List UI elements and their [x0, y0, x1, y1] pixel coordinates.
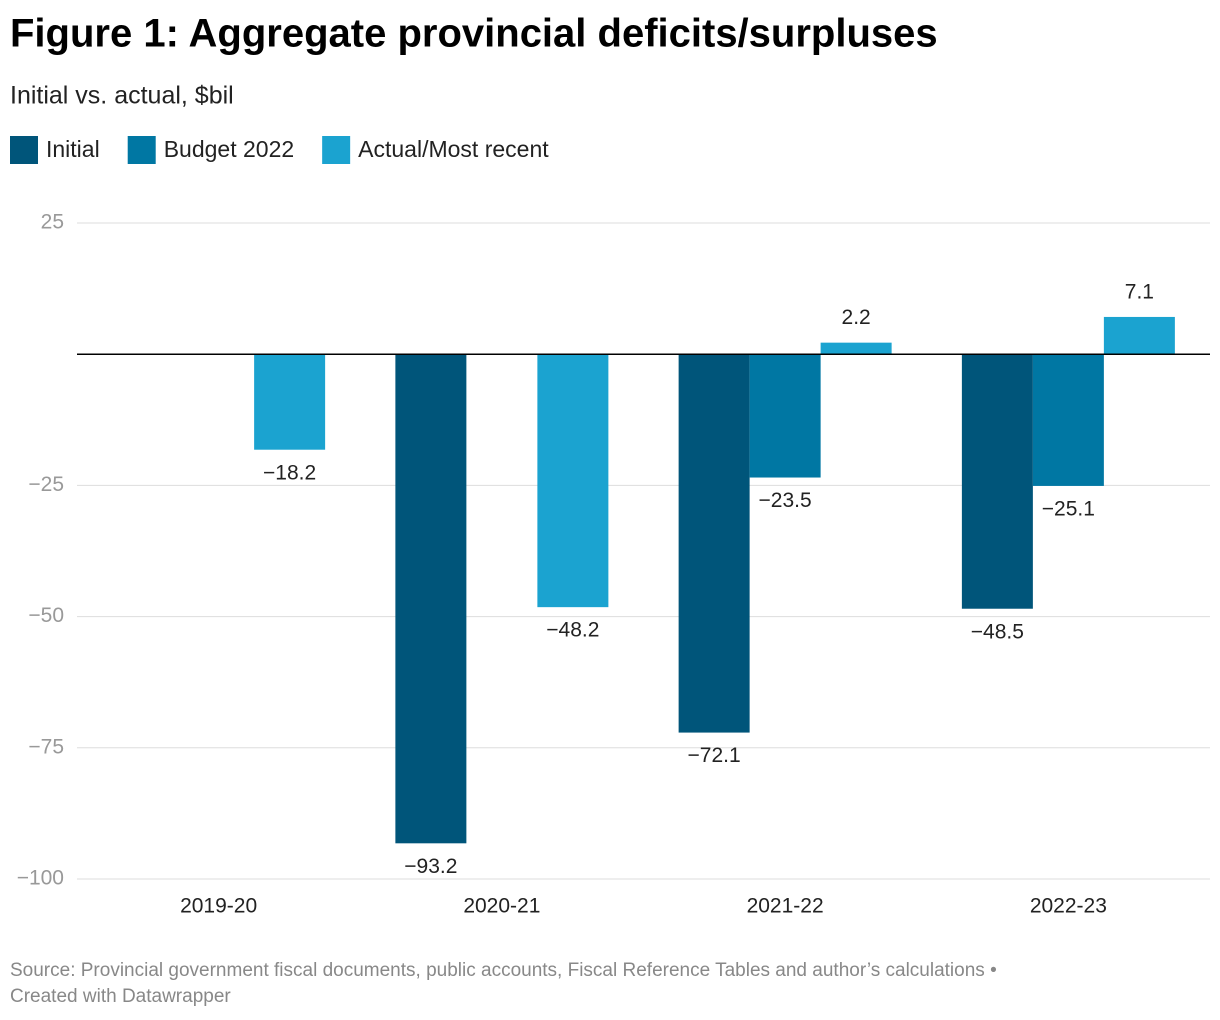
value-label: −72.1: [688, 744, 741, 767]
legend-label: Budget 2022: [164, 136, 294, 162]
value-label: −48.2: [546, 619, 599, 642]
y-tick-label: −100: [17, 867, 64, 890]
chart-subtitle: Initial vs. actual, $bil: [10, 82, 234, 110]
legend-swatch: [10, 136, 38, 164]
source-note: Source: Provincial government fiscal doc…: [10, 960, 997, 981]
y-tick-label: −75: [28, 735, 64, 758]
legend-label: Initial: [46, 136, 100, 162]
value-label: −23.5: [759, 489, 812, 512]
y-tick-label: −50: [28, 604, 64, 627]
x-tick-label: 2019-20: [180, 895, 257, 918]
bar: [254, 354, 326, 450]
bar: [749, 354, 821, 478]
bar: [961, 354, 1033, 609]
bar: [537, 354, 609, 608]
bar: [678, 354, 750, 733]
legend-swatch: [127, 136, 156, 164]
value-label: 7.1: [1125, 280, 1154, 303]
y-tick-label: 25: [41, 211, 64, 234]
value-label: −48.5: [971, 620, 1024, 643]
legend-label: Actual/Most recent: [358, 136, 549, 162]
x-tick-label: 2020-21: [463, 895, 540, 918]
y-tick-label: −25: [28, 473, 64, 496]
value-label: −18.2: [263, 461, 316, 484]
bar: [1103, 316, 1175, 355]
legend-swatch: [322, 136, 351, 164]
bar: [395, 354, 467, 844]
credit-note: Created with Datawrapper: [10, 986, 231, 1007]
value-label: 2.2: [842, 306, 871, 329]
value-label: −93.2: [404, 855, 457, 878]
bar: [1032, 354, 1104, 486]
chart-title: Figure 1: Aggregate provincial deficits/…: [10, 12, 938, 56]
value-label: −25.1: [1042, 497, 1095, 520]
x-tick-label: 2021-22: [747, 895, 824, 918]
x-tick-label: 2022-23: [1030, 895, 1107, 918]
bar: [820, 342, 892, 355]
